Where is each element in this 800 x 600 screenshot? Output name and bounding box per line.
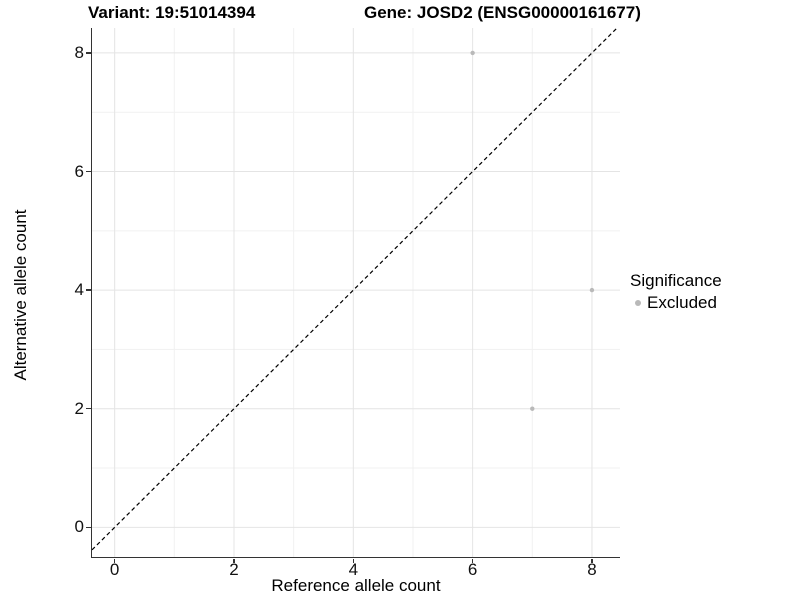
y-tick-label: 8 bbox=[74, 42, 84, 62]
y-tick-mark bbox=[86, 52, 91, 54]
x-tick-mark bbox=[233, 558, 235, 563]
y-tick-mark bbox=[86, 407, 91, 410]
x-tick-label: 2 bbox=[229, 560, 239, 579]
legend-title: Significance bbox=[630, 271, 722, 290]
x-axis-title: Reference allele count bbox=[271, 576, 441, 595]
x-tick-label: 8 bbox=[587, 560, 597, 579]
y-tick-mark bbox=[86, 526, 91, 529]
legend-point-icon bbox=[635, 299, 641, 306]
x-tick-mark bbox=[471, 558, 474, 563]
plot-panel bbox=[90, 28, 620, 558]
y-tick-mark bbox=[86, 170, 91, 173]
y-tick-label: 6 bbox=[74, 161, 84, 181]
x-tick-mark bbox=[591, 558, 593, 563]
legend-entry-label: Excluded bbox=[647, 293, 717, 312]
x-tick-mark bbox=[113, 558, 116, 563]
data-point bbox=[589, 287, 594, 293]
y-tick-label: 2 bbox=[74, 398, 84, 418]
x-tick-label: 0 bbox=[109, 560, 120, 579]
y-axis-title: Alternative allele count bbox=[11, 209, 30, 381]
y-tick-label: 4 bbox=[74, 280, 84, 300]
data-point bbox=[529, 406, 534, 411]
plot-title-variant: Variant: 19:51014394 bbox=[88, 3, 256, 22]
y-tick-mark bbox=[86, 289, 91, 291]
scatter-plot-canvas bbox=[91, 28, 620, 557]
x-tick-label: 6 bbox=[467, 560, 478, 579]
data-point bbox=[469, 50, 475, 56]
legend-entry-excluded: Excluded bbox=[630, 293, 722, 312]
legend: Significance Excluded bbox=[630, 271, 722, 312]
x-tick-mark bbox=[352, 558, 355, 563]
y-tick-label: 0 bbox=[74, 517, 84, 537]
plot-title-gene: Gene: JOSD2 (ENSG00000161677) bbox=[364, 3, 641, 22]
x-tick-label: 4 bbox=[348, 560, 359, 579]
